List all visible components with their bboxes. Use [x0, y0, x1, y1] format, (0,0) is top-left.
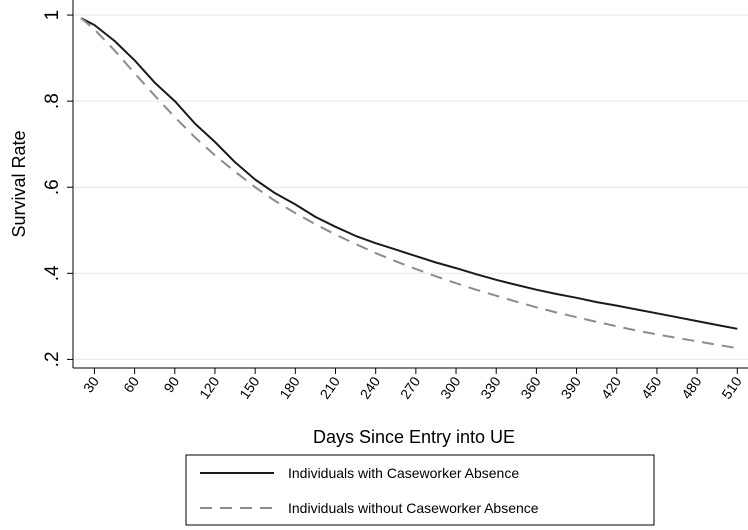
- x-ticks: 30 60 90 120 150 180 210 240 270 300 330 360 390 420 4…: [80, 368, 745, 402]
- y-tick-label: 1: [42, 10, 63, 21]
- legend-label-with: Individuals with Caseworker Absence: [288, 465, 519, 481]
- series-line-with-absence: [80, 17, 738, 330]
- series-line-without-absence: [80, 17, 738, 350]
- legend-label-without: Individuals without Caseworker Absence: [288, 500, 539, 516]
- x-tick-label: 270: [397, 373, 424, 401]
- x-tick-label: 90: [160, 373, 182, 395]
- axes: [72, 0, 748, 369]
- x-tick-label: 120: [196, 373, 223, 401]
- x-tick-label: 450: [638, 373, 665, 401]
- x-tick-label: 150: [236, 373, 263, 401]
- y-axis-title: Survival Rate: [9, 130, 29, 237]
- y-tick-label: .6: [42, 179, 63, 195]
- x-tick-label: 30: [80, 373, 102, 395]
- y-tick-label: .8: [42, 93, 63, 109]
- x-tick-label: 360: [517, 373, 544, 401]
- series-lines: [80, 17, 738, 350]
- y-ticks: .2 .4 .6 .8 1: [42, 10, 73, 367]
- x-tick-label: 180: [276, 373, 303, 401]
- x-tick-label: 300: [437, 373, 464, 401]
- gridlines: [73, 14, 748, 360]
- x-tick-label: 330: [477, 373, 504, 401]
- x-tick-label: 240: [357, 373, 384, 401]
- y-tick-label: .2: [42, 351, 63, 367]
- x-tick-label: 510: [718, 373, 745, 401]
- x-tick-label: 210: [316, 373, 343, 401]
- x-axis-title: Days Since Entry into UE: [313, 427, 515, 447]
- legend: Individuals with Caseworker Absence Indi…: [185, 454, 655, 526]
- x-tick-label: 420: [598, 373, 625, 401]
- x-tick-label: 480: [678, 373, 705, 401]
- x-tick-label: 390: [558, 373, 585, 401]
- y-tick-label: .4: [42, 265, 63, 281]
- legend-box: [185, 454, 655, 526]
- x-tick-label: 60: [120, 373, 142, 395]
